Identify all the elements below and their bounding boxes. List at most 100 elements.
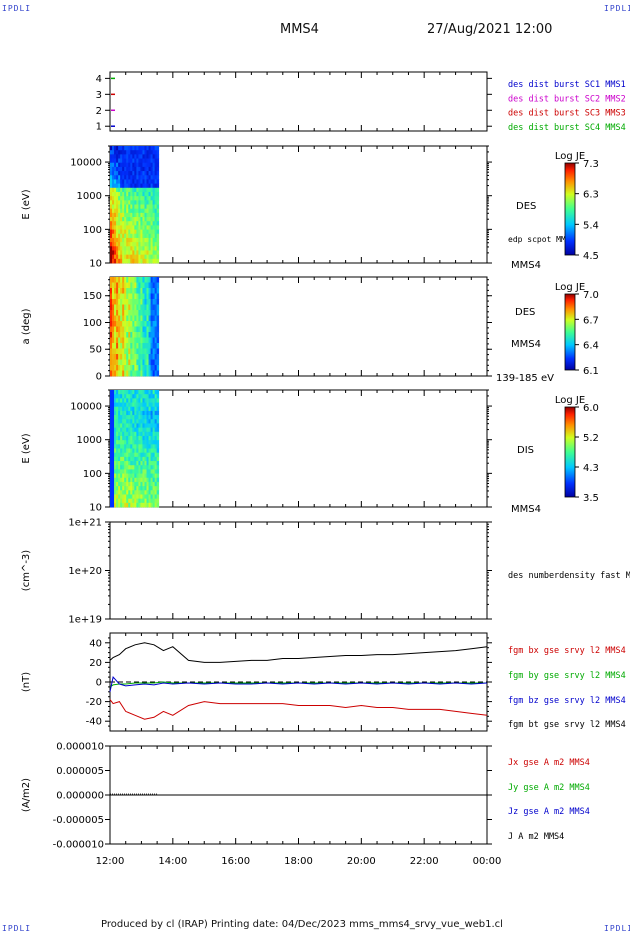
spectrogram-cell xyxy=(148,461,151,466)
spectrogram-cell xyxy=(122,427,125,433)
spectrogram-cell xyxy=(128,200,131,205)
spectrogram-cell xyxy=(138,288,141,294)
spectrogram-cell xyxy=(152,310,156,316)
spectrogram-cell xyxy=(146,390,149,395)
spectrogram-cell xyxy=(142,196,145,201)
spectrogram-cell xyxy=(118,477,121,483)
spectrogram-cell xyxy=(132,498,135,504)
spectrogram-cell xyxy=(136,162,139,168)
spectrogram-cell xyxy=(150,171,154,176)
spectrogram-cell xyxy=(124,469,127,474)
spectrogram-cell xyxy=(126,299,129,305)
spectrogram-cell xyxy=(126,456,129,462)
spectrogram-cell xyxy=(114,498,117,504)
spectrogram-cell xyxy=(114,410,117,416)
legend-entry: des numberdensity fast M xyxy=(508,571,630,581)
spectrogram-cell xyxy=(136,166,139,172)
spectrogram-cell xyxy=(110,277,113,283)
spectrogram-cell xyxy=(120,204,123,210)
spectrogram-cell xyxy=(146,310,149,316)
spectrogram-cell xyxy=(142,365,145,371)
spectrogram-cell xyxy=(156,299,160,305)
spectrogram-cell xyxy=(124,343,127,349)
spectrogram-cell xyxy=(122,175,125,180)
spectrogram-cell xyxy=(120,310,123,316)
spectrogram-cell xyxy=(136,452,139,458)
spectrogram-cell xyxy=(132,435,135,441)
spectrogram-cell xyxy=(150,200,154,205)
spectrogram-cell xyxy=(116,469,119,474)
spectrogram-cell xyxy=(110,390,113,395)
spectrogram-cell xyxy=(128,410,131,416)
spectrogram-cell xyxy=(134,242,137,247)
spectrogram-cell xyxy=(118,465,121,470)
spectrogram-cell xyxy=(132,465,135,470)
spectrogram-cell xyxy=(118,321,121,327)
spectrogram-cell xyxy=(156,293,160,300)
spectrogram-cell xyxy=(140,354,143,360)
spectrogram-cell xyxy=(134,304,137,311)
spectrogram-cell xyxy=(136,217,139,222)
spectrogram-cell xyxy=(150,486,154,491)
spectrogram-cell xyxy=(130,225,133,230)
spectrogram-cell xyxy=(126,196,129,201)
spectrogram-cell xyxy=(144,456,147,462)
spectrogram-cell xyxy=(152,166,156,172)
spectrogram-cell xyxy=(138,315,141,322)
spectrogram-cell xyxy=(138,348,141,355)
spectrogram-cell xyxy=(144,435,147,441)
legend-entry: des dist burst SC1 MMS1 xyxy=(508,80,626,90)
spectrogram-cell xyxy=(152,150,156,155)
legend-entry: Jy gse A m2 MMS4 xyxy=(508,783,590,793)
spectrogram-cell xyxy=(128,277,131,283)
spectrogram-cell xyxy=(142,217,145,222)
spectrogram-cell xyxy=(152,229,156,235)
spectrogram-cell xyxy=(128,427,131,433)
spectrogram-cell xyxy=(116,250,119,256)
spectrogram-cell xyxy=(148,200,151,205)
spectrogram-cell xyxy=(152,365,156,371)
spectrogram-cell xyxy=(110,469,113,474)
spectrogram-cell xyxy=(142,406,145,412)
spectrogram-cell xyxy=(156,321,160,327)
spectrogram-cell xyxy=(120,473,123,479)
spectrogram-cell xyxy=(122,208,125,214)
colorbar-tick-label: 4.3 xyxy=(583,463,599,474)
spectrogram-cell xyxy=(126,221,129,226)
spectrogram-cell xyxy=(120,423,123,429)
spectrogram-cell xyxy=(144,402,147,408)
spectrogram-cell xyxy=(146,315,149,322)
spectrogram-cell xyxy=(140,237,143,243)
spectrogram-cell xyxy=(134,158,137,164)
spectrogram-cell xyxy=(136,171,139,176)
spectrogram-cell xyxy=(140,343,143,349)
spectrogram-cell xyxy=(142,410,145,416)
spectrogram-cell xyxy=(156,452,160,458)
spectrogram-cell xyxy=(140,166,143,172)
spectrogram-cell xyxy=(136,456,139,462)
panel-6: -0.000010-0.0000050.0000000.0000050.0000… xyxy=(21,742,590,868)
spectrogram-cell xyxy=(132,282,135,289)
spectrogram-cell xyxy=(114,481,117,487)
spectrogram-cell xyxy=(154,254,158,260)
spectrogram-cell xyxy=(120,150,123,155)
spectrogram-cell xyxy=(118,410,121,416)
spectrogram-cell xyxy=(126,175,129,180)
spectrogram-cell xyxy=(110,315,113,322)
spectrogram-cell xyxy=(130,419,133,424)
spectrogram-cell xyxy=(126,208,129,214)
spectrogram-cell xyxy=(126,237,129,243)
spectrogram-cell xyxy=(128,293,131,300)
spectrogram-cell xyxy=(122,233,125,239)
spectrogram-cell xyxy=(112,398,115,403)
spectrogram-cell xyxy=(150,337,154,344)
spectrogram-cell xyxy=(130,254,133,260)
spectrogram-cell xyxy=(114,332,117,338)
panel-frame xyxy=(109,521,488,620)
spectrogram-cell xyxy=(142,183,145,189)
spectrogram-cell xyxy=(136,494,139,500)
spectrogram-cell xyxy=(148,440,151,445)
spectrogram-cell xyxy=(142,293,145,300)
spectrogram-cell xyxy=(116,359,119,366)
spectrogram-cell xyxy=(116,183,119,189)
